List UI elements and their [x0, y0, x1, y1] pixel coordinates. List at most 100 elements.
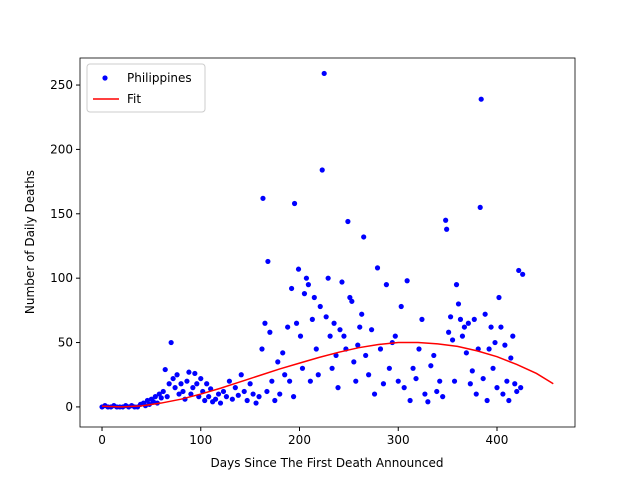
- data-point: [262, 320, 268, 326]
- data-point: [160, 388, 166, 395]
- y-tick-label: 50: [58, 336, 73, 350]
- data-point: [259, 346, 265, 352]
- data-point: [431, 352, 437, 359]
- y-tick-label: 0: [65, 400, 73, 414]
- data-point: [267, 329, 273, 335]
- data-point: [447, 314, 454, 320]
- data-point: [449, 337, 456, 343]
- data-point: [443, 217, 449, 223]
- data-point: [250, 391, 256, 397]
- data-point: [269, 378, 275, 384]
- data-point: [235, 392, 241, 398]
- data-point: [337, 327, 343, 333]
- data-point: [374, 265, 381, 271]
- data-point: [313, 346, 319, 352]
- data-point: [488, 324, 494, 330]
- data-point: [353, 378, 359, 384]
- data-point: [478, 96, 484, 102]
- data-point: [359, 311, 365, 317]
- data-point: [291, 200, 298, 207]
- data-point: [512, 381, 518, 387]
- data-point: [238, 372, 244, 378]
- data-point: [192, 370, 198, 377]
- data-point: [329, 365, 335, 371]
- data-point: [247, 381, 253, 387]
- data-point: [355, 342, 361, 348]
- data-point: [217, 400, 224, 406]
- y-tick-label: 200: [50, 142, 73, 156]
- data-point: [392, 333, 398, 339]
- data-point: [303, 275, 310, 281]
- data-point: [465, 320, 471, 326]
- data-point: [484, 397, 490, 404]
- data-point: [285, 324, 291, 330]
- data-point: [471, 316, 477, 322]
- data-point: [498, 324, 504, 330]
- data-point: [232, 385, 238, 391]
- data-point: [494, 385, 500, 391]
- data-point: [395, 378, 401, 384]
- data-point: [188, 391, 194, 397]
- data-point: [446, 329, 452, 335]
- data-point: [366, 372, 372, 378]
- x-tick-label: 400: [486, 433, 509, 447]
- data-point: [404, 278, 410, 284]
- data-point: [363, 352, 369, 359]
- data-point: [434, 388, 440, 395]
- data-point: [315, 372, 321, 378]
- data-point: [186, 369, 192, 375]
- data-point: [317, 303, 323, 310]
- data-point: [469, 368, 475, 374]
- data-point: [496, 294, 502, 301]
- data-point: [144, 397, 151, 404]
- data-point: [459, 333, 466, 339]
- x-tick-label: 100: [189, 433, 212, 447]
- data-point: [444, 226, 450, 232]
- data-point: [287, 378, 293, 384]
- data-point: [339, 279, 345, 285]
- data-point: [168, 339, 174, 346]
- data-point: [482, 311, 488, 317]
- data-point: [361, 234, 367, 240]
- data-point: [413, 375, 419, 382]
- data-point: [508, 355, 514, 361]
- data-point: [253, 400, 259, 406]
- data-point: [480, 375, 486, 382]
- data-point: [514, 388, 520, 395]
- data-point: [150, 399, 156, 405]
- data-point: [428, 363, 434, 369]
- data-point: [229, 396, 235, 402]
- data-point: [463, 350, 469, 356]
- data-point: [293, 320, 300, 326]
- data-point: [398, 303, 404, 310]
- data-point: [323, 314, 329, 320]
- data-point: [327, 333, 333, 339]
- data-point: [461, 324, 468, 330]
- data-point: [500, 391, 506, 397]
- data-point: [158, 395, 164, 401]
- data-point: [407, 397, 413, 404]
- data-point: [309, 316, 315, 322]
- data-point: [178, 381, 184, 387]
- data-point: [319, 167, 325, 173]
- data-point: [347, 294, 353, 301]
- data-point: [282, 372, 288, 378]
- data-point: [272, 397, 278, 404]
- data-point: [349, 298, 355, 304]
- data-point: [351, 359, 357, 365]
- data-point: [377, 346, 384, 352]
- data-point: [220, 388, 227, 395]
- data-point: [333, 352, 339, 359]
- data-point: [256, 394, 262, 400]
- data-point: [341, 333, 347, 339]
- data-point: [260, 195, 266, 201]
- data-point: [473, 391, 479, 397]
- fit-line: [101, 341, 554, 408]
- data-point: [380, 381, 387, 387]
- data-point: [331, 320, 337, 326]
- data-point: [290, 394, 297, 400]
- data-point: [289, 285, 295, 292]
- data-point: [368, 327, 375, 333]
- data-point: [457, 316, 464, 322]
- x-axis-label: Days Since The First Death Announced: [211, 456, 444, 470]
